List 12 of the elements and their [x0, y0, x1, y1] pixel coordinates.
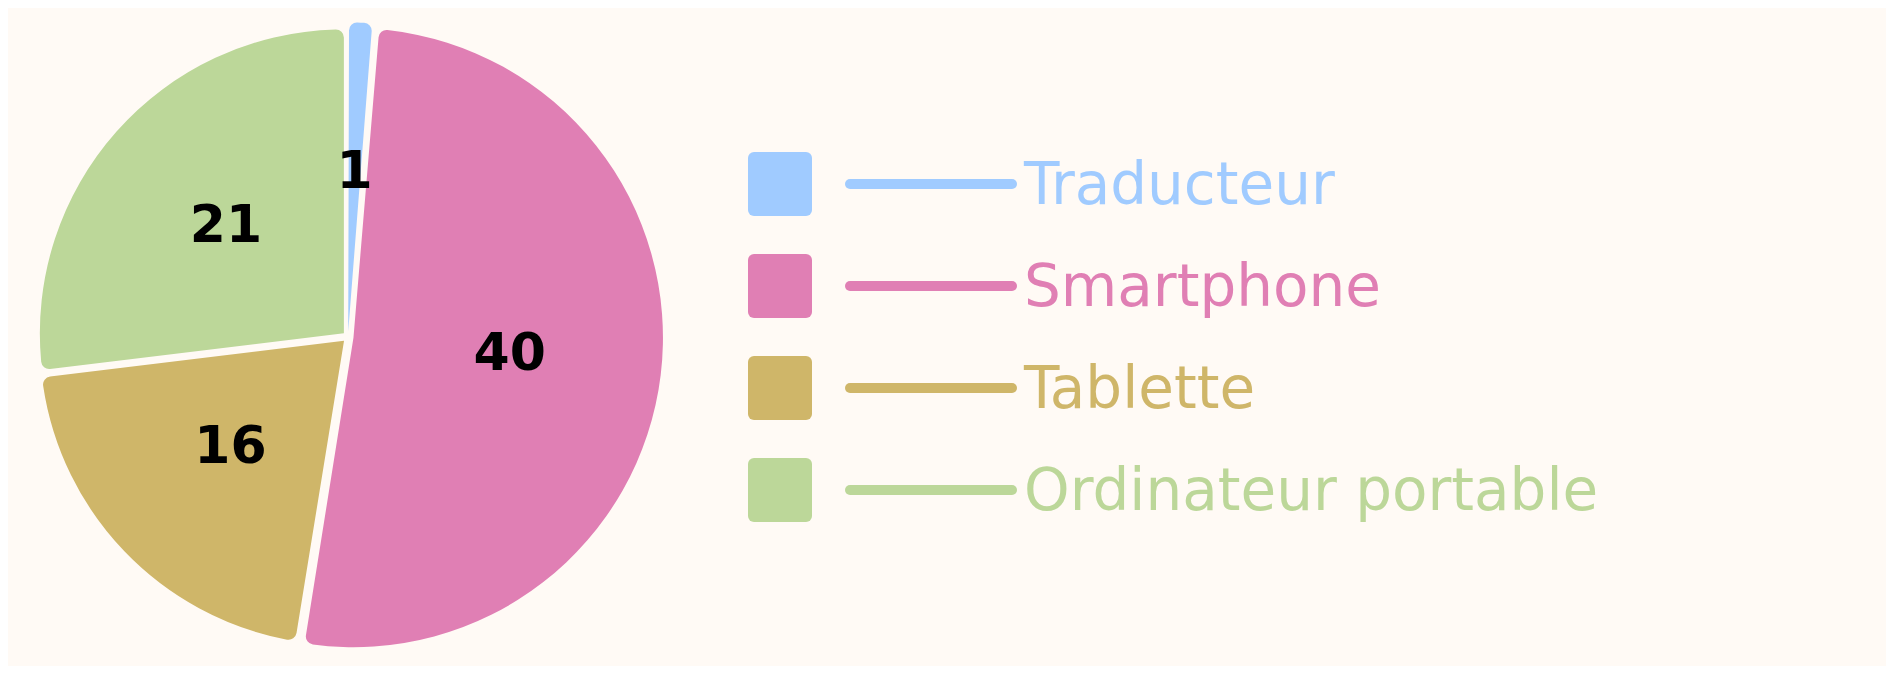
data-label: 1	[336, 139, 373, 200]
legend-item-text: Traducteur	[844, 150, 1335, 218]
legend-item-text: Tablette	[844, 354, 1256, 422]
data-label: 40	[473, 322, 546, 383]
legend-item-text: Ordinateur portable	[844, 456, 1599, 524]
legend-label: Ordinateur portable	[1024, 456, 1599, 524]
data-label: 16	[194, 415, 267, 476]
legend-label: Tablette	[1024, 354, 1256, 422]
data-label: 21	[189, 194, 263, 255]
legend-item-text: Smartphone	[844, 252, 1381, 320]
legend-label: Smartphone	[1024, 252, 1381, 320]
legend-label: Traducteur	[1024, 150, 1335, 218]
